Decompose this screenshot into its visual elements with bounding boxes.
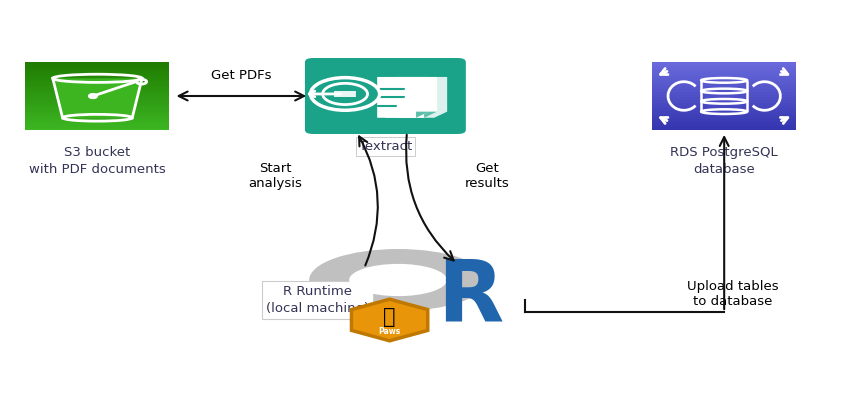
Bar: [652, 62, 796, 65]
Bar: [652, 124, 796, 127]
Text: 🐶: 🐶: [384, 307, 396, 327]
Bar: [25, 73, 169, 76]
Text: RDS PostgreSQL
database: RDS PostgreSQL database: [670, 146, 778, 176]
Bar: [25, 128, 169, 130]
Bar: [25, 66, 169, 69]
Bar: [652, 76, 796, 78]
Text: Get PDFs: Get PDFs: [211, 69, 272, 82]
Bar: [25, 69, 169, 71]
Circle shape: [311, 78, 379, 110]
Bar: [25, 64, 169, 66]
Bar: [25, 80, 169, 82]
Bar: [652, 65, 796, 68]
Bar: [25, 71, 169, 73]
Bar: [25, 98, 169, 100]
Bar: [25, 62, 169, 64]
Bar: [652, 89, 796, 92]
Polygon shape: [385, 77, 437, 118]
Bar: [652, 114, 796, 116]
Bar: [25, 94, 169, 96]
Bar: [652, 68, 796, 70]
Bar: [652, 86, 796, 89]
Text: R Runtime
(local machine): R Runtime (local machine): [266, 285, 369, 315]
Bar: [25, 116, 169, 119]
Polygon shape: [396, 77, 447, 118]
Text: R: R: [437, 256, 503, 340]
Bar: [25, 89, 169, 92]
Bar: [652, 108, 796, 111]
Bar: [652, 81, 796, 84]
Bar: [652, 103, 796, 106]
Ellipse shape: [349, 264, 447, 296]
Polygon shape: [377, 77, 429, 118]
Text: Textract: Textract: [359, 140, 412, 153]
Bar: [25, 121, 169, 123]
Polygon shape: [352, 299, 428, 341]
Bar: [25, 123, 169, 126]
Bar: [25, 100, 169, 103]
Bar: [652, 92, 796, 95]
Text: Get
results: Get results: [465, 162, 509, 190]
Bar: [652, 127, 796, 130]
Bar: [25, 85, 169, 87]
Bar: [652, 119, 796, 122]
Bar: [25, 82, 169, 85]
Bar: [25, 96, 169, 98]
Bar: [652, 100, 796, 103]
Text: Paws: Paws: [379, 327, 401, 336]
Polygon shape: [53, 78, 142, 118]
Bar: [25, 87, 169, 89]
Bar: [652, 116, 796, 119]
Bar: [652, 70, 796, 73]
Ellipse shape: [309, 249, 487, 311]
Bar: [25, 76, 169, 78]
Bar: [25, 112, 169, 114]
Bar: [25, 105, 169, 107]
Bar: [652, 95, 796, 97]
Bar: [652, 84, 796, 86]
Bar: [652, 106, 796, 108]
Bar: [652, 111, 796, 114]
Bar: [652, 122, 796, 124]
FancyBboxPatch shape: [305, 58, 466, 134]
Polygon shape: [424, 112, 437, 118]
Text: S3 bucket
with PDF documents: S3 bucket with PDF documents: [29, 146, 166, 176]
Bar: [25, 78, 169, 80]
Bar: [25, 119, 169, 121]
Bar: [652, 78, 796, 81]
Bar: [25, 114, 169, 116]
Bar: [25, 92, 169, 94]
Text: Start
analysis: Start analysis: [248, 162, 302, 190]
Bar: [652, 73, 796, 76]
Bar: [25, 126, 169, 128]
Bar: [652, 97, 796, 100]
Bar: [25, 107, 169, 110]
Text: Upload tables
to database: Upload tables to database: [687, 280, 778, 308]
Bar: [25, 110, 169, 112]
Bar: [25, 103, 169, 105]
Polygon shape: [416, 112, 429, 118]
